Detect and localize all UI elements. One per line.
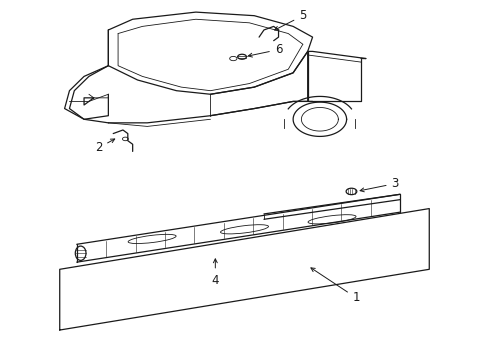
Text: 1: 1 bbox=[310, 268, 359, 305]
Text: 3: 3 bbox=[359, 177, 398, 192]
Text: 4: 4 bbox=[211, 259, 219, 287]
Text: 6: 6 bbox=[248, 43, 282, 57]
Text: 2: 2 bbox=[95, 139, 115, 154]
Text: 5: 5 bbox=[274, 9, 306, 30]
